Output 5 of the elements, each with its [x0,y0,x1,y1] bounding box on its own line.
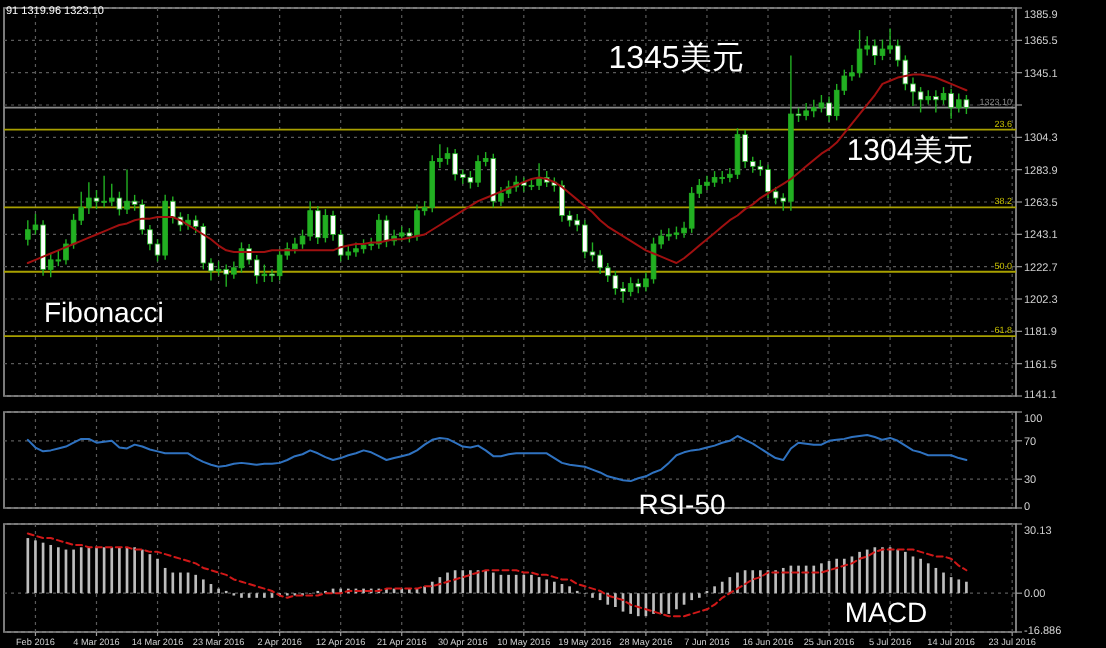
annotation: RSI-50 [638,488,726,520]
annotation: MACD [844,596,928,628]
annotation: 1304美元 [846,134,974,168]
annotation: 1345美元 [608,40,744,76]
annotation: Fibonacci [44,296,164,328]
